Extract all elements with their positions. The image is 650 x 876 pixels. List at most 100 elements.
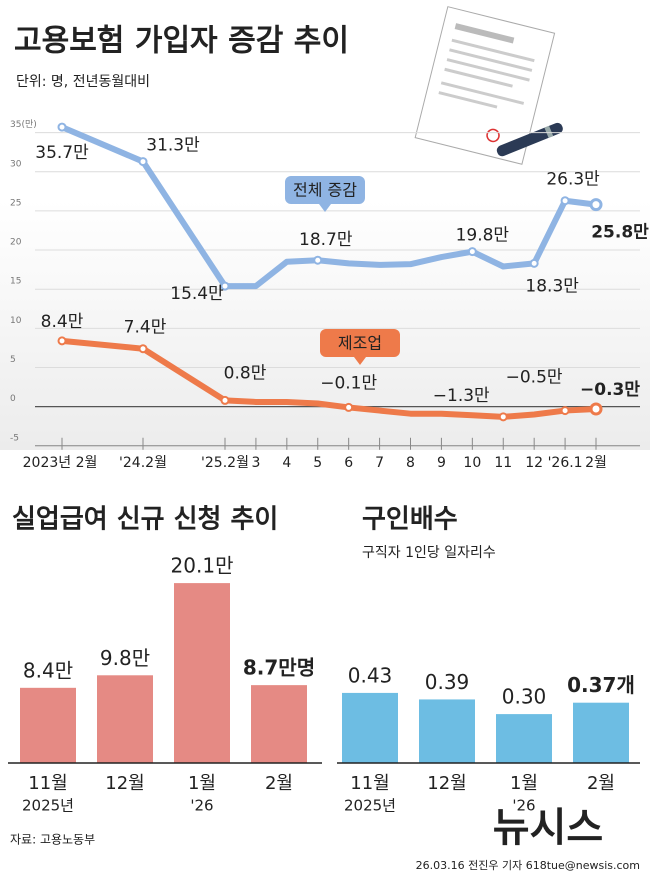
x-tick-label: 2월: [587, 773, 615, 794]
x-tick-label: 7: [375, 455, 384, 471]
value-label: 8.4만: [23, 658, 73, 682]
value-label: 0.37개: [567, 673, 635, 697]
x-tick-note: 2025년: [22, 797, 74, 815]
point: [589, 198, 603, 212]
point: [138, 157, 148, 167]
point: [220, 281, 230, 291]
x-tick-note: '26: [512, 797, 535, 815]
bar: [174, 583, 230, 763]
value-label: 0.39: [425, 670, 470, 694]
y-tick-label: 20: [10, 238, 22, 248]
point: [313, 255, 323, 265]
legend-label: 제조업: [338, 334, 382, 353]
bar: [251, 685, 307, 763]
bar: [573, 702, 629, 763]
x-tick-label: 4: [282, 455, 291, 471]
credit: 26.03.16 전진우 기자 618tue@newsis.com: [416, 859, 640, 872]
point: [344, 402, 354, 412]
x-tick-label: '25.2월: [201, 455, 249, 471]
watermark: 뉴시스: [493, 805, 603, 851]
x-tick-label: 3: [251, 455, 260, 471]
x-tick-label: 9: [437, 455, 446, 471]
value-label: 8.4만: [41, 312, 84, 332]
document-illustration: [414, 6, 556, 165]
bar: [20, 687, 76, 763]
x-tick-label: 5: [313, 455, 322, 471]
chart-title: 구인배수: [362, 505, 458, 535]
point: [57, 336, 67, 346]
value-label: 20.1만: [171, 554, 234, 578]
x-tick-note: '26: [190, 797, 213, 815]
bar: [496, 714, 552, 763]
point: [498, 412, 508, 422]
y-tick-label: 10: [10, 316, 22, 326]
value-label: 18.3만: [525, 276, 579, 296]
bar: [97, 675, 153, 763]
point: [138, 344, 148, 354]
value-label: −1.3만: [433, 386, 490, 406]
x-tick-label: 12월: [105, 773, 144, 794]
y-tick-label: 25: [10, 198, 21, 208]
value-label: 8.7만명: [243, 656, 315, 680]
value-label: 0.30: [502, 685, 547, 709]
legend-badge: [320, 329, 400, 357]
value-label: 9.8만: [100, 646, 150, 670]
legend-pointer: [319, 204, 331, 212]
source-note: 자료: 고용노동부: [10, 833, 95, 847]
x-tick-label: 11: [494, 455, 512, 471]
x-tick-label: 2월: [265, 773, 293, 794]
x-tick-label: 2월: [585, 455, 607, 471]
value-label: 35.7만: [35, 143, 89, 163]
value-label: 0.43: [348, 663, 393, 687]
x-tick-label: 12: [525, 455, 543, 471]
series-line: [59, 337, 599, 420]
value-label: 19.8만: [456, 226, 510, 246]
legend-pointer: [354, 357, 366, 365]
value-label: 0.8만: [224, 363, 267, 383]
value-label: 26.3만: [546, 170, 600, 190]
x-tick-label: 1월: [510, 773, 538, 794]
value-label: 31.3만: [146, 136, 200, 156]
value-label: −0.1만: [320, 373, 377, 393]
x-tick-label: 8: [406, 455, 415, 471]
point: [57, 122, 67, 132]
value-label: −0.5만: [506, 368, 563, 388]
legend-badge: [285, 176, 365, 204]
x-tick-label: 11월: [28, 773, 67, 794]
x-tick-label: 2023년 2월: [23, 455, 98, 471]
x-tick-label: 6: [344, 455, 353, 471]
value-label: 18.7만: [299, 230, 353, 250]
x-tick-label: '26.1: [548, 455, 583, 471]
bar: [342, 692, 398, 763]
pen-illustration: [496, 122, 563, 157]
y-tick-label: 15: [10, 277, 21, 287]
page-title: 고용보험 가입자 증감 추이: [14, 24, 349, 59]
point: [560, 196, 570, 206]
value-label: 15.4만: [170, 284, 224, 304]
point: [589, 402, 603, 416]
chart-title: 실업급여 신규 신청 추이: [12, 505, 278, 535]
chart-subtitle: 구직자 1인당 일자리수: [362, 545, 496, 561]
y-tick-label: 35(만): [10, 119, 37, 130]
series-line: [59, 124, 599, 290]
bar: [419, 699, 475, 763]
y-tick-label: 30: [10, 159, 22, 169]
point: [220, 395, 230, 405]
unit-note: 단위: 명, 전년동월대비: [16, 74, 150, 90]
x-tick-label: 11월: [350, 773, 389, 794]
point: [467, 247, 477, 257]
legend-label: 전체 증감: [293, 181, 357, 200]
x-tick-label: 12월: [427, 773, 466, 794]
point: [560, 406, 570, 416]
x-tick-label: '24.2월: [119, 455, 167, 471]
x-tick-note: 2025년: [344, 797, 396, 815]
x-tick-label: 1월: [188, 773, 216, 794]
x-tick-label: 10: [463, 455, 481, 471]
bar-chart: 실업급여 신규 신청 추이 8.4만 11월 2025년 9.8만 12월 20.1만 1월 '…: [8, 505, 322, 815]
value-label: 7.4만: [124, 318, 167, 338]
value-label: −0.3만: [580, 380, 640, 400]
point: [529, 258, 539, 268]
